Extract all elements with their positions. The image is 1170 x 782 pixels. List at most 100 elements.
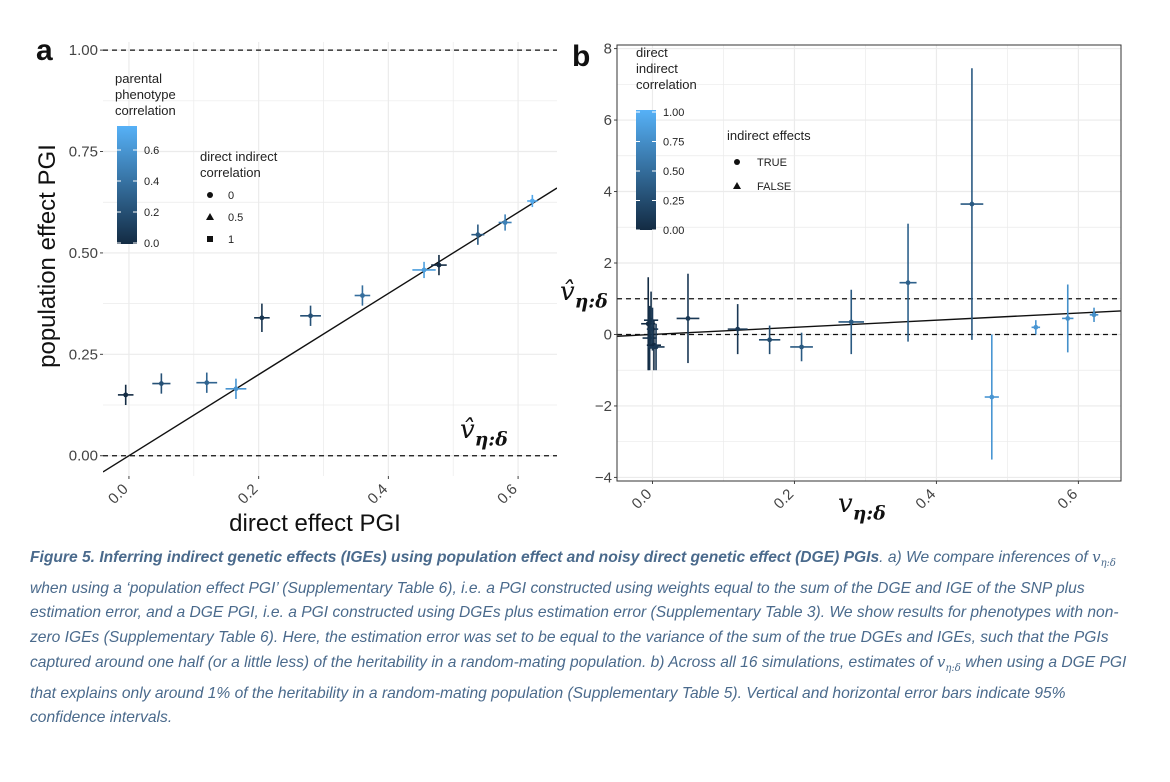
point-marker <box>158 381 164 386</box>
shape-legend-label: TRUE <box>757 157 787 169</box>
data-point <box>152 373 171 394</box>
panel-b: −4 −2 0 2 4 6 8 0.0 0.2 0.4 0.6 b directindirectcorr… <box>560 40 1122 524</box>
legend-circle-marker <box>207 192 213 198</box>
panel-border <box>616 44 1122 482</box>
y-tick-label: −2 <box>595 398 612 415</box>
data-point <box>790 332 813 362</box>
x-tick-label: 0.2 <box>771 486 798 513</box>
legend-triangle-marker <box>733 182 741 189</box>
figure-caption: Figure 5. Inferring indirect genetic eff… <box>30 545 1145 731</box>
caption-part3: when using a DGE PGI that explains only … <box>30 654 1127 726</box>
color-legend-tick-label: 0.6 <box>144 145 159 157</box>
data-point <box>431 254 447 276</box>
point-marker <box>905 280 911 286</box>
data-point <box>960 68 984 340</box>
point-marker <box>204 380 210 386</box>
caption-part2: when using a ‘population effect PGI’ (Su… <box>30 579 1119 672</box>
shape-legend-title: direct indirect <box>200 149 278 164</box>
caption-math-2: vη:δ <box>936 653 961 674</box>
color-legend-tick-label: 1.00 <box>663 107 684 119</box>
x-tick-label: 0.0 <box>629 486 656 513</box>
data-point <box>117 384 134 406</box>
data-point <box>412 261 436 279</box>
data-point <box>254 303 270 333</box>
color-legend-title: indirect <box>636 61 678 76</box>
point-marker <box>502 220 508 225</box>
data-point <box>758 325 781 355</box>
y-tick-label: 0 <box>604 326 612 343</box>
data-point <box>527 194 538 208</box>
legend-triangle-marker <box>206 213 214 220</box>
y-tick-label: 0.50 <box>69 245 98 262</box>
shape-legend-label: FALSE <box>757 181 791 193</box>
data-point <box>647 323 665 371</box>
point-marker <box>969 201 975 207</box>
data-point <box>471 224 485 245</box>
point-marker <box>799 344 804 350</box>
data-point <box>225 378 247 399</box>
legend-square-marker <box>207 236 213 242</box>
panel-label: a <box>36 34 53 67</box>
shape-legend-label: 0 <box>228 190 234 202</box>
color-legend-bar <box>636 110 656 230</box>
point-marker <box>529 198 535 204</box>
point-marker <box>360 293 365 298</box>
data-point <box>838 289 865 355</box>
data-point <box>498 214 512 231</box>
data-point <box>676 273 700 364</box>
point-marker <box>989 394 995 400</box>
y-tick-label: 2 <box>604 255 612 272</box>
x-tick-label: 0.6 <box>1054 486 1081 513</box>
color-legend-title: correlation <box>636 77 697 92</box>
point-marker <box>767 337 773 343</box>
color-legend-title: phenotype <box>115 87 176 102</box>
shape-legend-label: 0.5 <box>228 212 243 224</box>
color-legend-tick-label: 0.2 <box>144 207 159 219</box>
point-marker <box>233 386 239 392</box>
y-tick-label: 0.75 <box>69 144 98 161</box>
data-point <box>984 334 999 460</box>
color-legend-title: parental <box>115 71 162 86</box>
point-marker <box>123 392 129 398</box>
data-point <box>1062 284 1074 353</box>
data-point <box>899 223 917 342</box>
point-marker <box>1091 312 1097 318</box>
x-tick-label: 0.4 <box>912 486 939 513</box>
point-marker <box>735 326 741 332</box>
point-marker <box>653 344 659 350</box>
x-tick-label: 0.4 <box>364 481 391 508</box>
point-marker <box>259 315 265 321</box>
y-tick-label: 1.00 <box>69 42 98 59</box>
panel-label: b <box>572 40 590 73</box>
point-marker <box>436 262 442 268</box>
y-axis-title: v̂η:δ <box>560 277 608 312</box>
point-marker <box>1033 324 1039 330</box>
annotation-v-hat: v̂η:δ <box>460 415 508 450</box>
data-point <box>196 372 218 393</box>
x-axis-title: direct effect PGI <box>229 510 401 537</box>
y-tick-label: 8 <box>604 41 612 58</box>
color-legend-bar <box>117 126 137 244</box>
data-point <box>727 304 748 355</box>
x-axis-title: vη:δ <box>838 489 886 524</box>
color-legend-tick-label: 0.75 <box>663 137 684 149</box>
panel-a: 0.000.250.500.751.000.0 0.2 0.4 0.6aparenta… <box>34 34 557 537</box>
color-legend-title: correlation <box>115 103 176 118</box>
point-marker <box>685 315 691 321</box>
color-legend-tick-label: 0.0 <box>144 238 159 250</box>
point-marker <box>308 313 313 319</box>
y-tick-label: 0.25 <box>69 346 98 363</box>
data-point <box>1089 307 1099 322</box>
point-marker <box>848 319 854 325</box>
data-point <box>1031 320 1041 335</box>
y-tick-label: 0.00 <box>69 448 98 465</box>
color-legend-tick-label: 0.4 <box>144 176 159 188</box>
shape-legend-label: 1 <box>228 234 234 246</box>
y-tick-label: 4 <box>604 184 612 201</box>
caption-part1: . a) We compare inferences of <box>879 549 1093 566</box>
shape-legend-title: indirect effects <box>727 128 811 143</box>
point-marker <box>475 232 481 238</box>
caption-math-1: vη:δ <box>1092 548 1116 569</box>
figure: 0.000.250.500.751.000.0 0.2 0.4 0.6aparenta… <box>34 34 1122 537</box>
y-tick-label: −4 <box>595 469 612 486</box>
